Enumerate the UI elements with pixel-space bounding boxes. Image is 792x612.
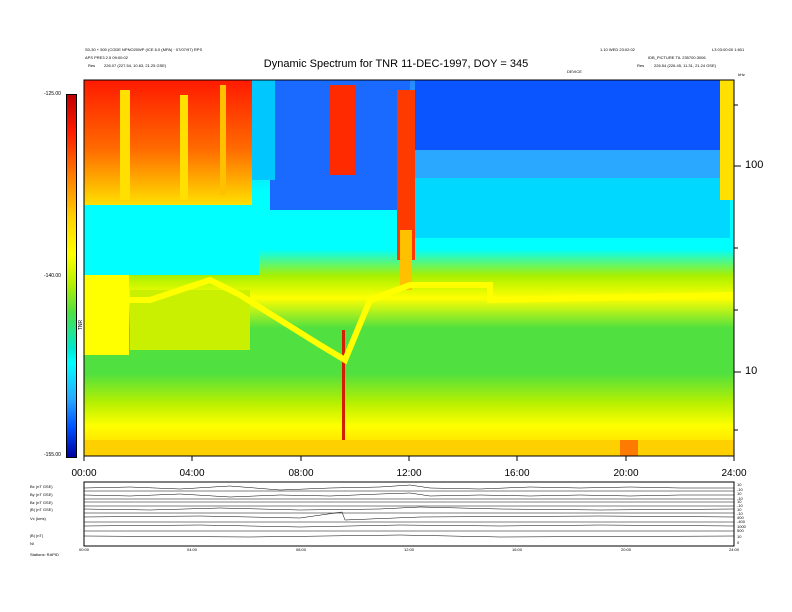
header-left-line1: S0-30 + 500 (CODE NPNO20WP (ICE 6.0 (MPA… [85, 47, 203, 52]
panel-right-tick: 10 [737, 507, 742, 512]
header-center-tag: DEVICE [567, 69, 582, 74]
right-axis-tick-10: 10 [745, 365, 758, 377]
panel-x-tick: 24:00 [728, 547, 740, 552]
y-tick-marks [734, 104, 741, 431]
panel-label: Bz (nT GSE) [30, 500, 53, 505]
panel-right-tick: 500 [737, 528, 744, 533]
panel-label: Ni [30, 541, 34, 546]
panel-right-tick: 10 [737, 482, 742, 487]
header-right-line2: IDB_PICTURE TIL 235700.3006 [648, 55, 706, 60]
x-tick-label: 12:00 [396, 468, 422, 479]
colorbar [66, 94, 77, 458]
header-right-line1: 1.10 WED 23:02:02 [600, 47, 635, 52]
header-right-res-label: Res [637, 63, 645, 68]
panel-x-tick: 04:00 [186, 547, 198, 552]
panel-label: By (nT GSE) [30, 492, 53, 497]
panel-label: Vx (kms) [30, 516, 46, 521]
panel-separators [84, 490, 734, 532]
panels-footer: Stations: RAPID [30, 552, 59, 557]
x-tick-label: 00:00 [71, 468, 97, 479]
x-tick-label: 04:00 [179, 468, 205, 479]
panel-label: |B| (nT) [30, 533, 44, 538]
panel-right-tick: -10 [737, 511, 743, 516]
panel-right-tick: -10 [737, 503, 743, 508]
x-tick-label: 08:00 [288, 468, 314, 479]
colorbar-tick-top: -125.00 [44, 91, 61, 97]
colorbar-tick-mid: -140.00 [44, 273, 61, 279]
panel-x-tick: 08:00 [295, 547, 307, 552]
header-right-res-value: 226.54 (226.45, 11.31, 21.24 GSE) [654, 63, 716, 68]
panel-label: Bx (nT GSE) [30, 484, 53, 489]
panel-right-tick: -10 [737, 487, 743, 492]
panel-right-tick: -10 [737, 496, 743, 501]
header-left-res-value: 226.07 (227.54, 10.63, 21.25 GSE) [104, 63, 167, 68]
panel-right-tick: 10 [737, 534, 742, 539]
panel-right-tick: -400 [737, 519, 746, 524]
right-axis-unit: kHz [738, 72, 745, 77]
panel-right-tick: 10 [737, 499, 742, 504]
panel-x-tick: 20:00 [620, 547, 632, 552]
colorbar-tick-bottom: -155.00 [44, 452, 61, 458]
header-left-res-label: Res [88, 63, 96, 68]
panel-x-tick: 16:00 [511, 547, 523, 552]
x-tick-label: 24:00 [721, 468, 747, 479]
right-axis-tick-100: 100 [745, 159, 764, 171]
panel-x-tick: 12:00 [403, 547, 415, 552]
panel-right-tick: 0 [737, 540, 740, 545]
x-tick-marks [83, 456, 735, 461]
x-tick-label: 16:00 [504, 468, 530, 479]
panel-label: |B| (nT GSE) [30, 507, 53, 512]
x-tick-label: 20:00 [613, 468, 639, 479]
panel-x-tick: 00:00 [78, 547, 90, 552]
spectrogram-image [84, 80, 735, 456]
header-right-line1b: L3 03:00:00 1:601 [712, 47, 745, 52]
panel-right-tick: 1000 [737, 524, 746, 529]
header-left-line2: APS PRE3 2.5 09:00:02 [85, 55, 128, 60]
panel-right-tick: 10 [737, 491, 742, 496]
panel-right-tick: 400 [737, 515, 744, 520]
chart-title: Dynamic Spectrum for TNR 11-DEC-1997, DO… [263, 58, 529, 70]
panel-traces [83, 484, 735, 538]
